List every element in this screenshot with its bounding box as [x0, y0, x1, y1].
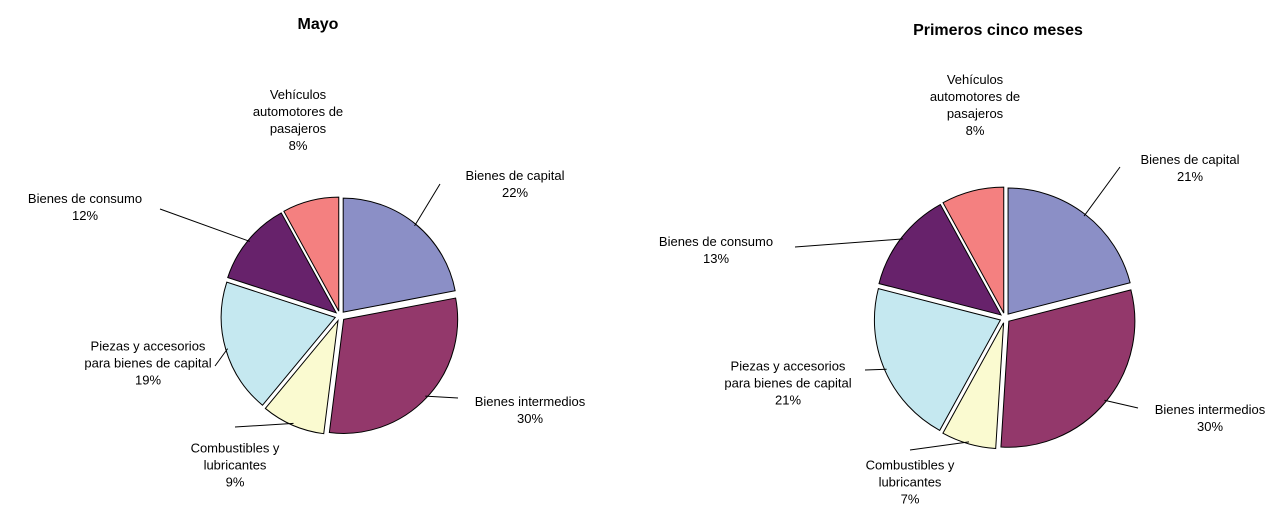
category-label: Piezas y accesorios para bienes de capit…: [724, 358, 852, 391]
pie-slice: [1000, 289, 1136, 448]
chart-title: Mayo: [297, 16, 339, 33]
value-label: 8%: [288, 138, 308, 153]
leader-line: [414, 183, 441, 227]
value-label: 7%: [900, 491, 920, 507]
category-label: Vehículos automotores de pasajeros: [929, 72, 1021, 121]
value-label: 21%: [774, 392, 802, 408]
category-label: Combustibles y lubricantes: [865, 457, 955, 490]
leader-line: [234, 422, 294, 428]
pie-slice: [227, 212, 338, 314]
value-label: 12%: [71, 208, 99, 223]
value-label: 22%: [501, 185, 529, 200]
category-label: Bienes de capital: [1140, 152, 1240, 167]
slice-label: Bienes de consumo 13%: [631, 233, 801, 267]
value-label: 19%: [134, 372, 162, 388]
pie-slice: [328, 297, 459, 434]
slice-label: Piezas y accesorios para bienes de capit…: [78, 338, 218, 389]
chart-title: Primeros cinco meses: [913, 22, 1083, 39]
slice-label: Piezas y accesorios para bienes de capit…: [718, 358, 858, 409]
slice-label: Vehículos automotores de pasajeros 8%: [915, 71, 1035, 139]
category-label: Piezas y accesorios para bienes de capit…: [84, 338, 212, 371]
pie-slice: [283, 196, 340, 312]
category-label: Combustibles y lubricantes: [190, 440, 280, 473]
slice-label: Combustibles y lubricantes 9%: [170, 440, 300, 491]
leader-line: [425, 395, 459, 399]
value-label: 9%: [225, 474, 245, 490]
value-label: 30%: [1196, 419, 1224, 434]
leader-line: [159, 208, 251, 242]
category-label: Bienes intermedios: [1154, 402, 1266, 417]
pie-slice: [873, 288, 1002, 432]
slice-label: Combustibles y lubricantes 7%: [845, 457, 975, 508]
value-label: 21%: [1176, 169, 1204, 184]
value-label: 30%: [516, 411, 544, 426]
category-label: Bienes de consumo: [27, 191, 143, 206]
slice-label: Bienes de capital 22%: [440, 167, 590, 201]
pie-slice: [220, 281, 337, 406]
value-label: 13%: [702, 251, 730, 266]
leader-line: [794, 238, 904, 248]
category-label: Bienes de capital: [465, 168, 565, 183]
pie-slice: [342, 197, 456, 313]
pie-slice: [942, 186, 1005, 314]
slice-label: Vehículos automotores de pasajeros 8%: [238, 86, 358, 154]
slice-label: Bienes de capital 21%: [1115, 151, 1265, 185]
category-label: Bienes de consumo: [658, 234, 774, 249]
leader-line: [1083, 166, 1121, 217]
pie-slice: [264, 318, 339, 435]
leader-line: [909, 441, 970, 451]
pie-slice: [942, 322, 1005, 450]
leader-line: [1104, 399, 1139, 409]
category-label: Bienes intermedios: [474, 394, 586, 409]
value-label: 8%: [965, 123, 985, 138]
pie-slice: [878, 203, 1003, 316]
leader-line: [214, 348, 229, 367]
slice-label: Bienes intermedios 30%: [455, 393, 605, 427]
category-label: Vehículos automotores de pasajeros: [252, 87, 344, 136]
slice-label: Bienes intermedios 30%: [1135, 401, 1283, 435]
leader-line: [864, 368, 887, 371]
slice-label: Bienes de consumo 12%: [0, 190, 170, 224]
